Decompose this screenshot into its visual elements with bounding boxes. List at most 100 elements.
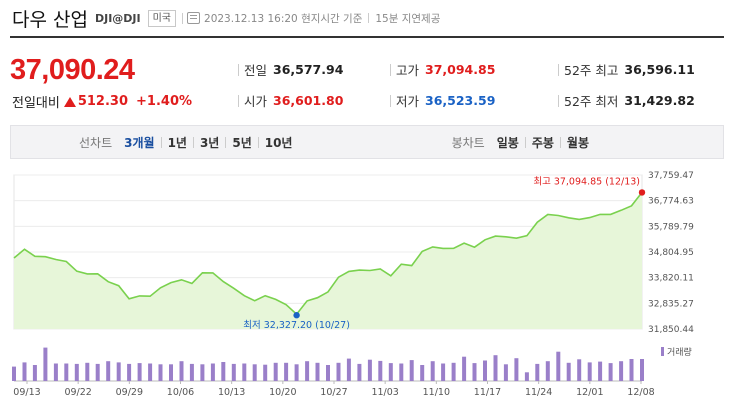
x-tick-label: 11/10 — [423, 387, 450, 398]
stat-value: 36,577.94 — [273, 62, 344, 77]
period-10y-button[interactable]: 10년 — [264, 135, 293, 150]
volume-bar — [441, 363, 446, 381]
volume-bar — [640, 359, 644, 381]
volume-bar — [273, 362, 278, 381]
x-tick-label: 11/03 — [371, 387, 398, 398]
y-tick-label: 34,804.95 — [648, 248, 694, 258]
stat-label: 시가 — [244, 94, 268, 109]
change-value: 512.30 — [77, 94, 129, 109]
volume-bar — [577, 359, 582, 381]
stat-prev-close: 전일 36,577.94 — [238, 60, 343, 79]
volume-bar — [127, 363, 132, 381]
stat-52w-high: 52주 최고 36,596.11 — [558, 60, 695, 79]
volume-bar — [430, 361, 435, 381]
volume-bar — [451, 362, 456, 381]
volume-bar — [483, 360, 487, 381]
weekly-candle-button[interactable]: 주봉 — [531, 135, 554, 150]
volume-bar — [388, 363, 393, 381]
period-3y-button[interactable]: 3년 — [199, 135, 220, 150]
volume-legend-label: 거래량 — [667, 346, 692, 358]
change-percent: +1.40% — [136, 94, 193, 109]
price-area-fill — [14, 192, 642, 329]
stat-label: 고가 — [396, 63, 420, 78]
x-axis: 09/13 09/22 09/29 10/06 10/13 10/20 10/27 11/03… — [13, 381, 655, 398]
chart-annotations: 최고 37,094.85 (12/13) 최저 32,327.20 (10/27) — [243, 176, 646, 331]
volume-bar — [106, 361, 111, 381]
volume-bar — [74, 363, 79, 381]
volume-bar — [179, 361, 184, 381]
stat-divider — [238, 63, 239, 76]
volume-bar — [367, 359, 372, 381]
volume-bar — [263, 364, 268, 381]
volume-bar — [137, 363, 142, 381]
volume-bar — [514, 358, 519, 381]
volume-bar — [43, 347, 48, 381]
stat-divider — [390, 63, 391, 76]
volume-bar — [336, 362, 341, 381]
price-chart[interactable]: 37,759.47 36,774.63 35,789.79 34,804.95 33,8… — [0, 160, 734, 413]
volume-bar — [399, 363, 404, 381]
high-annotation: 최고 37,094.85 (12/13) — [533, 176, 640, 187]
change-label: 전일대비 — [12, 96, 60, 111]
x-tick-label: 12/01 — [576, 387, 603, 398]
volume-bar — [556, 351, 561, 381]
volume-bar — [346, 358, 351, 381]
x-tick-label: 09/29 — [116, 387, 143, 398]
header-rule — [10, 36, 724, 38]
monthly-candle-button[interactable]: 월봉 — [566, 135, 589, 150]
low-point-marker — [293, 312, 300, 319]
volume-bar — [305, 361, 310, 381]
volume-bar — [53, 363, 58, 381]
period-1y-button[interactable]: 1년 — [167, 135, 187, 150]
x-tick-label: 10/13 — [218, 387, 245, 398]
volume-bar — [535, 363, 540, 381]
stat-label: 저가 — [396, 94, 420, 109]
volume-legend-swatch — [661, 347, 664, 356]
volume-bar — [326, 365, 330, 381]
volume-bar — [252, 364, 257, 381]
up-triangle-icon — [63, 96, 76, 107]
stat-label: 52주 최고 — [564, 63, 619, 78]
volume-bar — [64, 363, 69, 381]
volume-bar — [189, 363, 194, 381]
stat-label: 전일 — [244, 63, 268, 78]
stat-divider — [390, 94, 391, 107]
volume-bar — [545, 361, 550, 381]
volume-bar — [294, 364, 299, 381]
market-badge: 미국 — [147, 9, 177, 27]
stat-52w-low: 52주 최저 31,429.82 — [558, 91, 695, 110]
volume-bar — [32, 365, 37, 381]
info-list-icon[interactable] — [187, 12, 201, 24]
volume-bar — [85, 362, 90, 381]
volume-bar — [12, 366, 16, 381]
period-5y-button[interactable]: 5년 — [232, 135, 252, 150]
low-annotation: 최저 32,327.20 (10/27) — [243, 320, 350, 331]
volume-bar — [148, 363, 153, 381]
x-tick-label: 10/20 — [269, 387, 296, 398]
volume-bar — [378, 360, 383, 381]
y-tick-label: 36,774.63 — [648, 197, 694, 207]
x-tick-label: 12/08 — [627, 387, 654, 398]
chart-toolbar: 선차트 3개월 1년 3년 5년 10년 봉차트 일봉 주봉 월봉 — [10, 125, 724, 159]
stock-header: 다우 산업 DJI@DJI 미국 2023.12.13 16:20 현지시간 기… — [12, 6, 440, 31]
current-price: 37,090.24 — [10, 54, 135, 86]
volume-bar — [524, 372, 529, 381]
header-divider — [368, 13, 370, 23]
period-3m-button[interactable]: 3개월 — [124, 135, 155, 150]
candle-chart-label: 봉차트 — [451, 135, 485, 150]
stat-divider — [238, 94, 239, 107]
high-point-marker — [638, 189, 646, 196]
header-divider — [182, 12, 184, 24]
volume-bar — [284, 362, 289, 381]
daily-candle-button[interactable]: 일봉 — [496, 135, 519, 150]
y-axis: 37,759.47 36,774.63 35,789.79 34,804.95 33,8… — [648, 171, 694, 335]
volume-bar — [221, 362, 226, 381]
volume-bar — [619, 361, 624, 381]
stat-label: 52주 최저 — [564, 94, 619, 109]
x-tick-label: 10/06 — [167, 387, 194, 398]
x-tick-label: 09/13 — [13, 387, 40, 398]
volume-bar — [315, 362, 320, 381]
volume-bar — [116, 362, 121, 381]
y-tick-label: 37,759.47 — [648, 171, 694, 181]
stock-name: 다우 산업 — [12, 8, 88, 31]
